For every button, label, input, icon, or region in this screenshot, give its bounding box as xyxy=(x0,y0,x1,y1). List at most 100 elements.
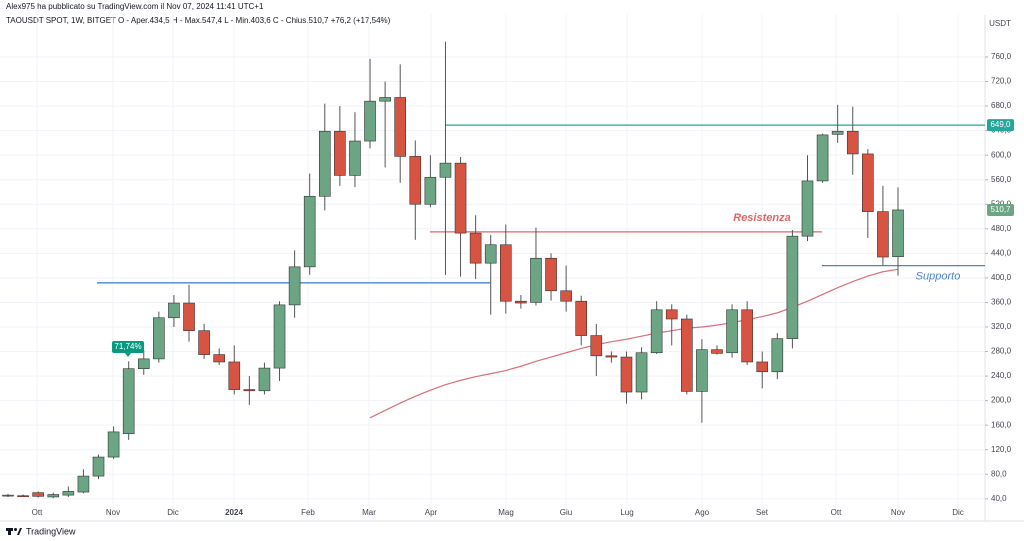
candle xyxy=(801,155,814,242)
candle-body xyxy=(424,176,437,205)
candle-body xyxy=(334,130,346,176)
candle xyxy=(32,491,44,498)
currency: USDT xyxy=(989,19,1011,28)
moving-average xyxy=(369,268,899,419)
level-label: Supporto xyxy=(916,271,961,283)
x-tick-label: Nov xyxy=(106,508,120,517)
candle-body xyxy=(47,494,60,498)
x-tick-label: Feb xyxy=(301,508,315,517)
candle xyxy=(499,224,512,314)
candle-body xyxy=(409,156,422,205)
candle-body xyxy=(816,134,829,182)
candle-body xyxy=(665,309,678,320)
candle-body xyxy=(681,318,693,392)
price-tag-label: 649,0 xyxy=(990,120,1011,129)
symbol-line: TAOUSDT SPOT, 1W, BITGET O - Aper.434,5 … xyxy=(6,16,391,25)
candle-body xyxy=(364,100,376,142)
candle-body xyxy=(696,349,708,392)
candle xyxy=(62,486,75,497)
x-tick-label: Giu xyxy=(560,508,572,517)
candle xyxy=(318,103,331,211)
y-tick-label: 560,0 xyxy=(991,175,1012,184)
candle-body xyxy=(153,317,165,360)
y-tick-label: 400,0 xyxy=(991,273,1012,282)
candle xyxy=(454,157,467,277)
candle xyxy=(122,361,135,440)
brand-logo xyxy=(6,528,22,535)
candle xyxy=(665,304,678,346)
y-tick-label: 680,0 xyxy=(991,101,1012,110)
candle xyxy=(635,347,648,400)
candle-body xyxy=(243,389,256,392)
candle xyxy=(696,339,708,423)
x-tick-label: Ott xyxy=(831,508,842,517)
candle xyxy=(303,173,316,275)
candle xyxy=(409,140,422,240)
candle xyxy=(92,454,105,480)
candle xyxy=(334,106,346,186)
candle xyxy=(756,351,769,389)
y-tick-label: 120,0 xyxy=(991,445,1012,454)
candle-body xyxy=(303,195,316,268)
candle-body xyxy=(122,368,135,435)
candle xyxy=(846,106,859,175)
candle xyxy=(469,215,482,280)
y-tick-label: 160,0 xyxy=(991,420,1012,429)
x-tick-label: Dic xyxy=(167,508,179,517)
candle-body xyxy=(349,140,361,176)
candle-body xyxy=(862,153,874,212)
candle-body xyxy=(620,356,633,393)
candle xyxy=(545,253,557,301)
candle-body xyxy=(2,494,14,497)
candle xyxy=(816,133,829,183)
candle-body xyxy=(831,130,844,135)
candle xyxy=(228,345,241,395)
y-tick-label: 720,0 xyxy=(991,77,1012,86)
y-tick-label: 320,0 xyxy=(991,322,1012,331)
y-tick-label: 440,0 xyxy=(991,248,1012,257)
x-tick-label: Apr xyxy=(425,508,438,517)
author-line: Alex975 ha pubblicato su TradingView.com… xyxy=(6,2,264,11)
candle xyxy=(17,494,29,498)
candle xyxy=(681,314,693,395)
candle xyxy=(575,295,588,346)
x-tick-label: Ago xyxy=(695,508,710,517)
candle-body xyxy=(288,266,301,306)
candle-body xyxy=(469,232,482,264)
candle xyxy=(198,323,210,359)
candle-body xyxy=(168,302,180,319)
y-tick-label: 80,0 xyxy=(991,469,1007,478)
candle xyxy=(560,265,572,312)
callout-box xyxy=(112,341,144,353)
candle-body xyxy=(32,492,44,497)
candle xyxy=(650,301,663,354)
y-tick-label: 280,0 xyxy=(991,347,1012,356)
brand: TradingView xyxy=(26,526,76,536)
candle xyxy=(243,376,256,405)
candle xyxy=(862,149,874,238)
candle xyxy=(484,234,497,315)
candle xyxy=(379,81,391,168)
candle xyxy=(439,41,452,275)
last-price-label: 510,7 xyxy=(990,205,1011,214)
candle-body xyxy=(801,180,814,237)
x-tick-label: Dic xyxy=(952,508,964,517)
candle-body xyxy=(137,358,150,370)
candle-body xyxy=(545,257,557,292)
candle xyxy=(831,104,844,143)
candle-body xyxy=(711,349,723,354)
candle-body xyxy=(183,302,195,331)
candle-body xyxy=(560,290,572,302)
x-tick-label: 2024 xyxy=(225,508,243,517)
last-price-tag xyxy=(987,203,1014,216)
candle-body xyxy=(454,162,467,234)
candle-body xyxy=(107,431,120,458)
candle-body xyxy=(650,309,663,354)
candle-body xyxy=(379,97,391,102)
candle xyxy=(183,284,195,342)
candle-body xyxy=(771,338,784,373)
candle-body xyxy=(439,162,452,178)
candle xyxy=(349,112,361,188)
candle-body xyxy=(741,309,753,363)
